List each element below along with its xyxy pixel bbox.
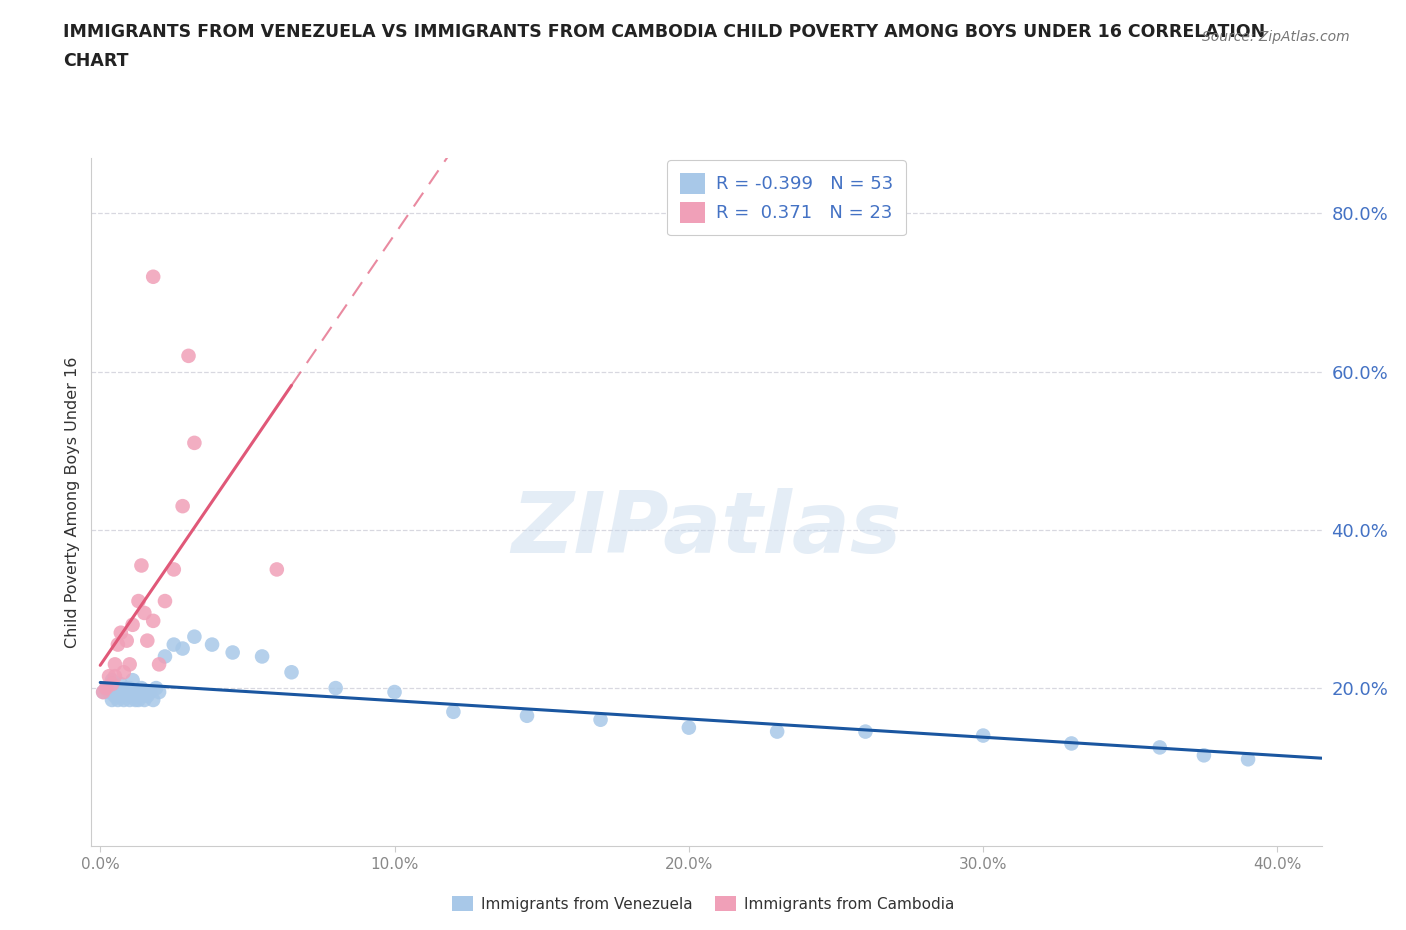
Point [127, 693, 149, 708]
Text: CHART: CHART [63, 52, 129, 70]
Point [121, 672, 143, 687]
Point [855, 724, 877, 739]
Point [266, 562, 288, 577]
Point [134, 605, 156, 620]
Text: ZIPatlas: ZIPatlas [512, 488, 901, 571]
Point [172, 498, 194, 513]
Point [148, 684, 170, 699]
Point [110, 677, 132, 692]
Point [136, 633, 159, 648]
Point [177, 349, 200, 364]
Point [142, 693, 165, 708]
Point [221, 645, 243, 660]
Point [107, 637, 129, 652]
Point [110, 688, 132, 703]
Point [98, 684, 121, 699]
Point [127, 684, 149, 699]
Point [115, 681, 138, 696]
Point [589, 712, 612, 727]
Point [104, 657, 127, 671]
Point [163, 562, 186, 577]
Point [131, 681, 153, 696]
Point [121, 618, 143, 632]
Point [94, 681, 117, 696]
Legend: R = -0.399   N = 53, R =  0.371   N = 23: R = -0.399 N = 53, R = 0.371 N = 23 [668, 160, 905, 235]
Y-axis label: Child Poverty Among Boys Under 16: Child Poverty Among Boys Under 16 [65, 356, 80, 648]
Point [139, 684, 162, 699]
Point [107, 693, 129, 708]
Point [104, 681, 127, 696]
Point [280, 665, 302, 680]
Point [1060, 736, 1083, 751]
Point [153, 593, 176, 608]
Point [118, 657, 141, 671]
Point [124, 688, 146, 703]
Point [112, 665, 135, 680]
Point [98, 669, 121, 684]
Text: Source: ZipAtlas.com: Source: ZipAtlas.com [1202, 30, 1350, 44]
Point [104, 688, 127, 703]
Point [441, 704, 464, 719]
Text: IMMIGRANTS FROM VENEZUELA VS IMMIGRANTS FROM CAMBODIA CHILD POVERTY AMONG BOYS U: IMMIGRANTS FROM VENEZUELA VS IMMIGRANTS … [63, 23, 1265, 41]
Point [325, 681, 347, 696]
Point [112, 693, 135, 708]
Point [145, 681, 167, 696]
Point [134, 684, 156, 699]
Point [972, 728, 994, 743]
Point [163, 637, 186, 652]
Point [118, 693, 141, 708]
Legend: Immigrants from Venezuela, Immigrants from Cambodia: Immigrants from Venezuela, Immigrants fr… [446, 889, 960, 918]
Point [118, 688, 141, 703]
Point [115, 633, 138, 648]
Point [112, 684, 135, 699]
Point [250, 649, 273, 664]
Point [121, 684, 143, 699]
Point [766, 724, 789, 739]
Point [101, 672, 124, 687]
Point [127, 593, 149, 608]
Point [142, 614, 165, 629]
Point [104, 669, 127, 684]
Point [131, 558, 153, 573]
Point [678, 720, 700, 735]
Point [124, 693, 146, 708]
Point [1237, 751, 1260, 766]
Point [134, 693, 156, 708]
Point [110, 625, 132, 640]
Point [101, 677, 124, 692]
Point [172, 641, 194, 656]
Point [118, 681, 141, 696]
Point [91, 684, 114, 699]
Point [91, 684, 114, 699]
Point [142, 270, 165, 285]
Point [94, 681, 117, 696]
Point [183, 630, 205, 644]
Point [153, 649, 176, 664]
Point [148, 657, 170, 671]
Point [201, 637, 224, 652]
Point [1149, 740, 1171, 755]
Point [384, 684, 406, 699]
Point [115, 684, 138, 699]
Point [1192, 748, 1215, 763]
Point [516, 709, 538, 724]
Point [101, 693, 124, 708]
Point [136, 688, 159, 703]
Point [183, 435, 205, 450]
Point [107, 684, 129, 699]
